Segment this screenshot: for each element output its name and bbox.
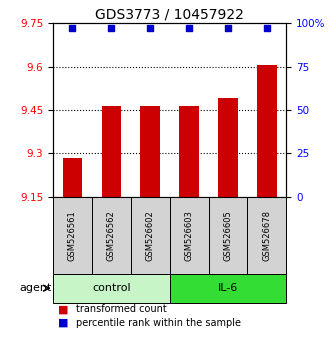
Bar [131, 197, 169, 274]
Point [148, 25, 153, 31]
Bar [92, 197, 131, 274]
Text: GSM526562: GSM526562 [107, 210, 116, 261]
Text: ■: ■ [58, 318, 68, 327]
Bar [247, 197, 286, 274]
Bar [53, 274, 169, 303]
Bar [218, 98, 238, 197]
Bar [179, 105, 199, 197]
Bar [102, 105, 121, 197]
Text: transformed count: transformed count [76, 304, 167, 314]
Point [70, 25, 75, 31]
Bar [140, 105, 160, 197]
Point [109, 25, 114, 31]
Point [264, 25, 269, 31]
Text: IL-6: IL-6 [218, 283, 238, 293]
Title: GDS3773 / 10457922: GDS3773 / 10457922 [95, 8, 244, 22]
Text: ■: ■ [58, 304, 68, 314]
Text: agent: agent [20, 283, 52, 293]
Bar [169, 197, 209, 274]
Text: GSM526603: GSM526603 [185, 210, 194, 261]
Bar [209, 197, 248, 274]
Text: control: control [92, 283, 131, 293]
Point [186, 25, 192, 31]
Text: GSM526602: GSM526602 [146, 210, 155, 261]
Text: GSM526605: GSM526605 [223, 210, 232, 261]
Point [225, 25, 231, 31]
Bar [257, 65, 277, 197]
Bar [53, 197, 92, 274]
Text: percentile rank within the sample: percentile rank within the sample [76, 318, 241, 327]
Text: GSM526678: GSM526678 [262, 210, 271, 261]
Bar [169, 274, 286, 303]
Text: GSM526561: GSM526561 [68, 210, 77, 261]
Bar [63, 158, 82, 197]
